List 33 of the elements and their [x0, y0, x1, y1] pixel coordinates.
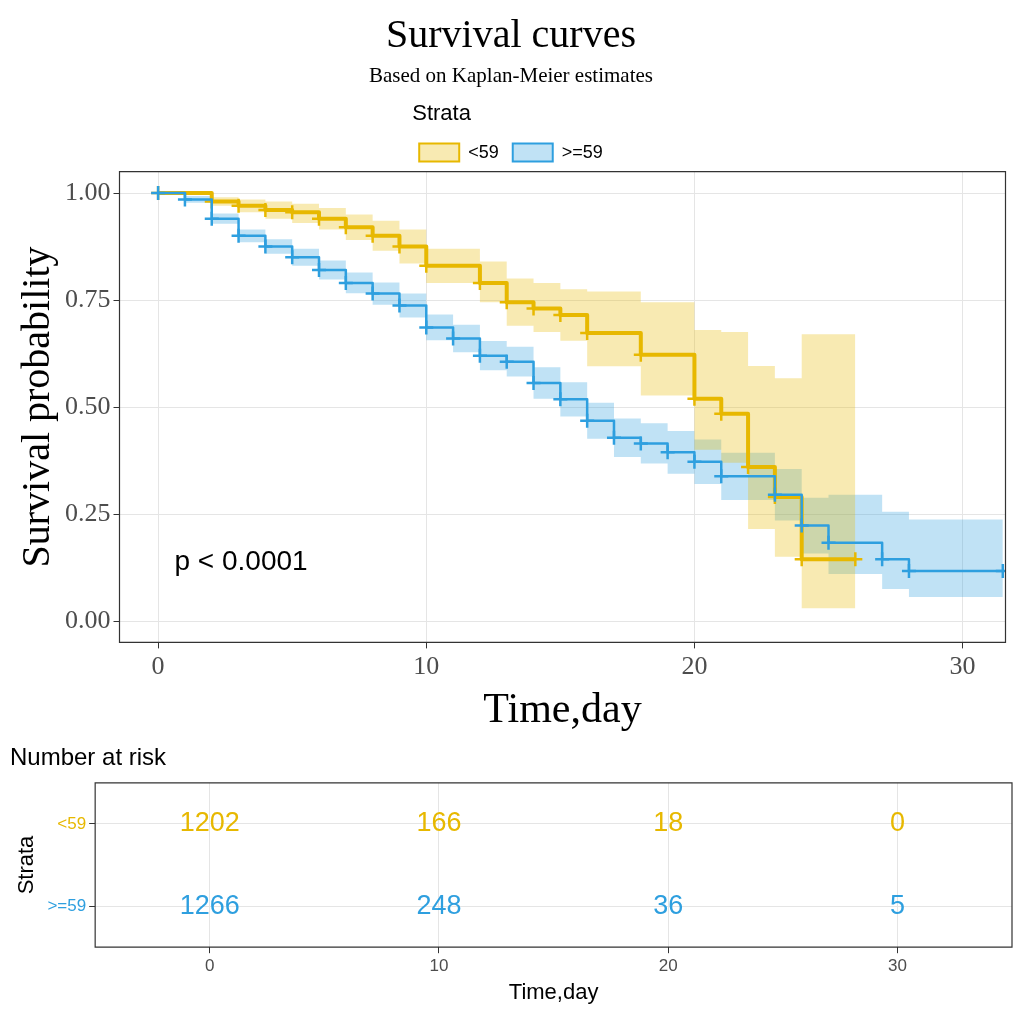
chart-subtitle: Based on Kaplan-Meier estimates [369, 63, 653, 88]
data-label: 36 [653, 889, 684, 920]
annotation: p < 0.0001 [174, 545, 308, 577]
data-label: 0 [889, 807, 905, 838]
data-label: 18 [653, 807, 684, 838]
y-axis-title: Survival probability [12, 246, 58, 568]
chart-title: Survival curves [386, 10, 636, 56]
y-tick-label: 0.00 [65, 604, 111, 634]
x-tick-label: 0 [151, 650, 165, 680]
x-axis-title: Time,day [483, 684, 642, 731]
x-tick-label: 20 [681, 650, 708, 680]
data-label: 5 [889, 889, 905, 920]
x-tick-label: 20 [658, 956, 678, 976]
y-tick-label: 1.00 [65, 176, 111, 206]
y-tick-label: 0.25 [65, 497, 111, 527]
legend-label: >=59 [561, 141, 603, 162]
x-tick-label: 30 [949, 650, 976, 680]
x-tick-label: 30 [887, 956, 907, 976]
y-tick-label: 0.50 [65, 390, 111, 420]
y-tick-label: <59 [57, 813, 87, 833]
chart-title: Number at risk [10, 743, 168, 771]
x-tick-label: 10 [429, 956, 449, 976]
data-label: 1202 [179, 807, 240, 838]
y-tick-label: 0.75 [65, 283, 111, 313]
data-label: 1266 [179, 889, 240, 920]
legend-title: Strata [412, 100, 472, 126]
data-label: 248 [416, 889, 462, 920]
x-tick-label: 10 [413, 650, 440, 680]
data-label: 166 [416, 807, 462, 838]
y-axis-title: Strata [13, 834, 39, 895]
x-axis-title: Time,day [508, 978, 599, 1004]
x-tick-label: 0 [205, 956, 215, 976]
legend-label: <59 [468, 141, 499, 162]
